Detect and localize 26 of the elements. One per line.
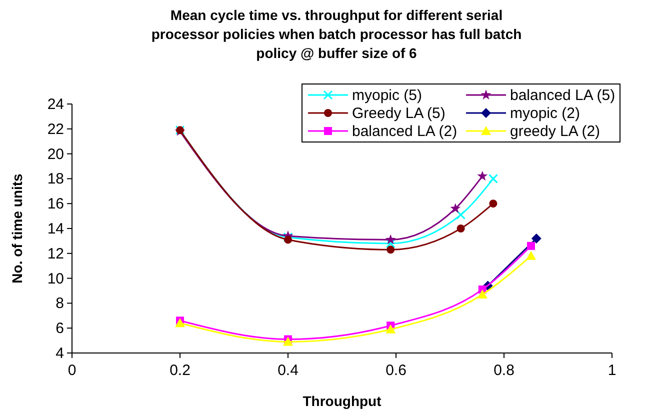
y-tick-label: 24 bbox=[47, 96, 64, 113]
x-tick-label: 1 bbox=[608, 362, 616, 379]
y-tick-label: 12 bbox=[47, 245, 64, 262]
legend-label: myopic (2) bbox=[510, 105, 580, 122]
y-axis-title: No. of time units bbox=[9, 173, 25, 284]
y-tick-label: 20 bbox=[47, 146, 64, 163]
chart-title: Mean cycle time vs. throughput for different serial processor policies when batch processor has full batch policy @ buffer size of 6 bbox=[151, 7, 522, 61]
x-axis-title: Throughput bbox=[302, 393, 382, 409]
x-tick-label: 0.4 bbox=[278, 362, 298, 379]
x-tick-label: 0.2 bbox=[170, 362, 190, 379]
y-tick-label: 10 bbox=[47, 270, 64, 288]
legend-label: myopic (5) bbox=[352, 87, 422, 104]
y-tick-label: 22 bbox=[47, 120, 64, 138]
legend-label: Greedy LA (5) bbox=[352, 105, 446, 122]
x-tick-label: 0 bbox=[68, 362, 76, 379]
y-tick-label: 4 bbox=[56, 345, 64, 362]
y-tick-label: 18 bbox=[47, 170, 64, 188]
y-tick-label: 16 bbox=[47, 196, 64, 213]
y-tick-label: 14 bbox=[47, 220, 64, 238]
legend-label: balanced LA (5) bbox=[510, 87, 616, 104]
legend-label: greedy LA (2) bbox=[510, 123, 600, 140]
legend-label: balanced LA (2) bbox=[352, 123, 458, 140]
x-tick-label: 0.8 bbox=[494, 362, 514, 379]
y-tick-label: 8 bbox=[56, 295, 64, 312]
y-tick-label: 6 bbox=[56, 320, 64, 338]
x-tick-label: 0.6 bbox=[386, 362, 406, 379]
